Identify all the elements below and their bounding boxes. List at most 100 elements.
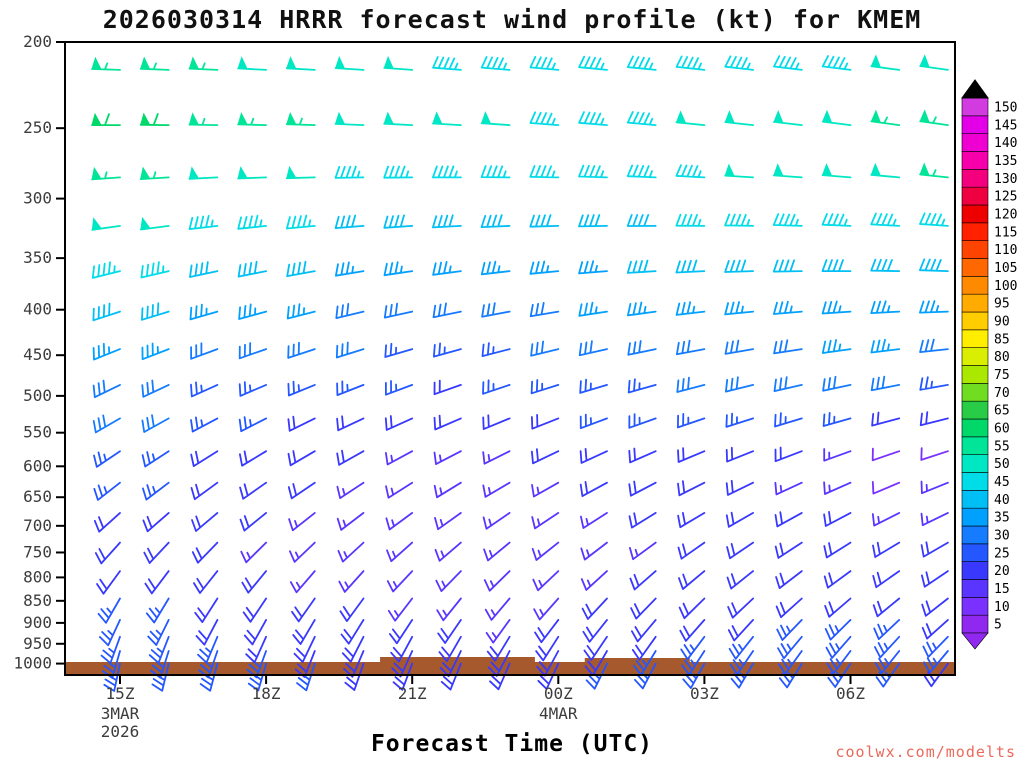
y-tick-label: 300 [23,189,52,208]
barb-staff [627,378,657,394]
wind-barb [578,340,608,357]
y-tick-label: 200 [23,32,52,51]
colorbar-tick-label: 60 [994,421,1010,436]
barb-pennant [237,112,248,126]
wind-barb [240,541,267,564]
barb-staff [578,340,608,357]
barb-staff [286,214,316,230]
barb-staff [142,481,170,501]
colorbar-segment [961,543,989,562]
colorbar-segment [961,169,989,188]
barb-staff [91,113,121,126]
colorbar-tick-label: 55 [994,439,1010,454]
barb-staff [773,300,803,315]
wind-barb [675,301,706,316]
wind-barb [434,512,462,531]
y-tick-label: 700 [23,516,52,535]
barb-staff [920,447,949,461]
colorbar-tick-label: 145 [994,118,1017,133]
barb-staff [776,619,803,641]
barb-pennant [383,55,395,70]
wind-barb [823,541,852,559]
wind-barb [921,619,949,640]
barb-staff [821,213,852,227]
colorbar-segment [961,258,989,277]
barb-staff [432,214,462,229]
wind-barb [874,635,901,659]
barb-staff [100,635,121,664]
barb-staff [824,597,852,618]
barb-pennant [286,111,297,126]
wind-barb [871,512,901,527]
barb-staff [91,171,121,181]
barb-staff [581,597,608,620]
barb-staff [440,662,462,691]
barb-staff [919,169,949,179]
wind-barb [677,480,706,497]
wind-barb [776,619,803,641]
barb-staff [91,261,121,279]
wind-barb [772,259,803,273]
colorbar-tick-label: 75 [994,368,1010,383]
colorbar-tick-label: 10 [994,600,1010,615]
barb-staff [481,302,511,318]
barb-staff [578,301,608,317]
barb-staff [291,597,316,623]
wind-barb [335,261,365,277]
wind-barb [626,164,657,179]
barb-staff [920,541,949,558]
barb-staff [726,541,754,560]
wind-barb [529,214,560,228]
wind-barb [344,662,365,691]
wind-barb [433,379,462,396]
barb-staff [433,379,462,396]
barb-staff [531,541,560,561]
wind-barb [242,597,267,623]
wind-barb [433,414,462,431]
barb-staff [870,65,901,71]
barb-staff [675,301,706,316]
barb-staff [724,301,754,316]
barb-staff [93,481,121,501]
colorbar-tick-label: 80 [994,350,1010,365]
barb-staff [243,619,267,646]
barb-staff [486,635,511,662]
barb-staff [287,450,316,467]
wind-barb [871,447,901,462]
barb-staff [483,570,511,592]
wind-barb [675,55,706,71]
barb-staff [919,411,949,427]
wind-barb [385,450,414,466]
wind-barb [724,55,754,71]
barb-staff [334,165,365,179]
wind-barb [336,380,365,396]
barb-staff [189,303,219,321]
barb-staff [335,303,365,319]
x-tick-label: 21Z [398,684,427,703]
barb-staff [675,164,706,179]
barb-staff [285,67,316,71]
wind-barb [530,340,560,357]
wind-barb [92,414,121,434]
barb-staff [141,342,170,361]
wind-barb [919,54,949,71]
barb-staff [383,261,414,277]
barb-staff [677,480,706,497]
colorbar-segment [961,507,989,527]
wind-barb [484,597,511,621]
wind-barb [628,447,657,464]
wind-barb [628,512,657,529]
wind-barb [919,258,949,272]
wind-barb [385,380,414,396]
wind-barb [627,340,657,356]
wind-barb [631,619,657,643]
wind-barb [921,597,949,617]
wind-barb [725,511,754,528]
barb-staff [237,260,267,278]
barb-pennant [481,111,492,125]
barb-staff [724,339,754,355]
wind-barb [529,302,560,318]
barb-staff [920,512,949,527]
wind-barb [531,448,560,465]
colorbar-tick-label: 150 [994,100,1017,115]
